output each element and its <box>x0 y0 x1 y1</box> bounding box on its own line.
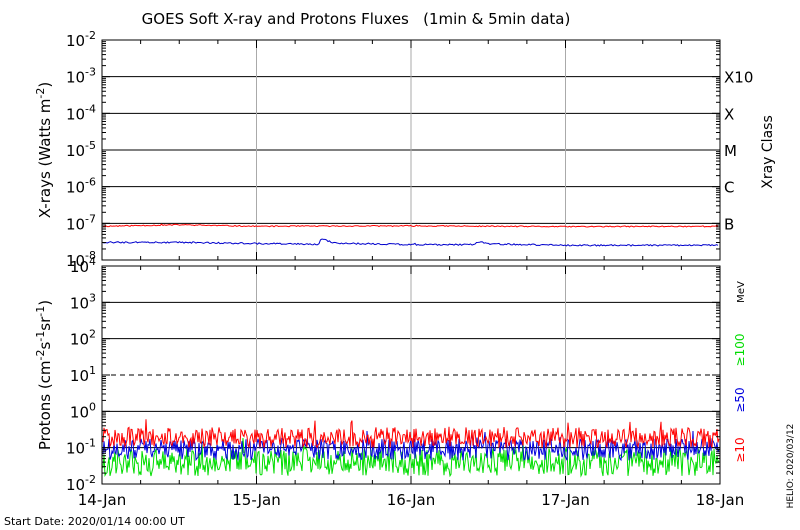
y-tick-label: 104 <box>70 255 96 276</box>
proton-legend-entry: ≥100 <box>733 334 747 367</box>
xray-class-label: X <box>724 105 734 123</box>
proton-panel: 10-2 10-1 100 101 102 103 104 14-Jan 15-Jan 16-Ja… <box>34 255 747 509</box>
xray-class-label: C <box>724 179 734 197</box>
y-tick-label: 10-1 <box>66 437 96 458</box>
y-tick-label: 102 <box>70 328 96 349</box>
y-tick-label: 10-3 <box>66 66 96 87</box>
xray-class-label: M <box>724 142 737 160</box>
xray-class-axis-label: Xray Class <box>760 115 776 189</box>
start-date-label: Start Date: 2020/01/14 00:00 UT <box>4 515 185 528</box>
y-tick-label: 103 <box>70 291 96 312</box>
x-tick-label: 18-Jan <box>696 491 744 509</box>
proton-legend-entry: ≥10 <box>733 437 747 462</box>
xray-class-label: X10 <box>724 69 753 87</box>
xray-y-axis-label: X-rays (Watts m-2) <box>34 82 54 218</box>
chart-title: GOES Soft X-ray and Protons Fluxes (1min… <box>142 10 571 28</box>
xray-series-line <box>102 223 719 228</box>
y-tick-label: 10-2 <box>66 473 96 494</box>
source-date-label: HELIO: 2020/03/12 <box>786 424 796 509</box>
y-tick-label: 10-7 <box>66 212 96 233</box>
x-tick-label: 15-Jan <box>232 491 280 509</box>
proton-series-line <box>102 419 720 449</box>
y-tick-label: 10-2 <box>66 29 96 50</box>
mev-unit-label: MeV <box>736 281 747 303</box>
proton-y-axis-label: Protons (cm-2s-1sr-1) <box>34 300 54 450</box>
y-tick-label: 10-6 <box>66 176 96 197</box>
proton-series-line <box>102 437 720 478</box>
proton-legend-entry: ≥50 <box>733 387 747 412</box>
y-tick-label: 10-5 <box>66 139 96 160</box>
x-tick-label: 17-Jan <box>541 491 589 509</box>
xray-class-label: B <box>724 215 734 233</box>
y-tick-label: 101 <box>70 364 96 385</box>
xray-panel: 10-8 10-7 10-6 10-5 10-4 10-3 10-2 BC M X X10 X-ray… <box>34 29 753 270</box>
x-tick-label: 16-Jan <box>387 491 435 509</box>
x-tick-label: 14-Jan <box>78 491 126 509</box>
xray-series-line <box>102 238 719 247</box>
y-tick-label: 10-8 <box>66 249 96 270</box>
y-tick-label: 100 <box>70 400 96 421</box>
y-tick-label: 10-4 <box>66 102 96 123</box>
